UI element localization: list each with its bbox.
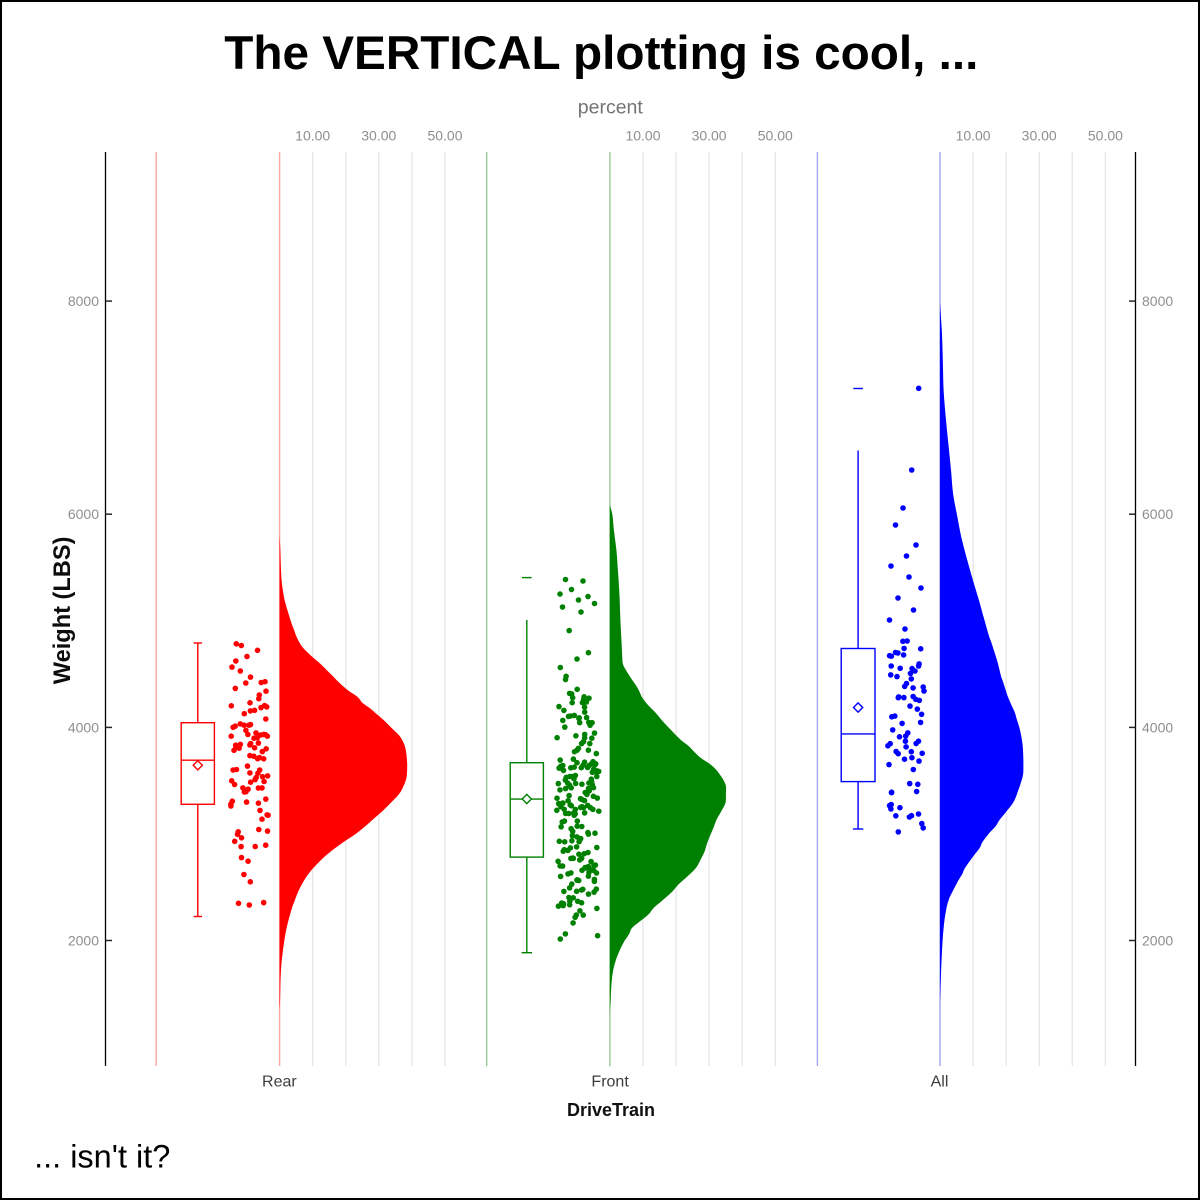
svg-text:30.00: 30.00	[1022, 128, 1057, 144]
svg-text:Weight (LBS): Weight (LBS)	[50, 537, 76, 685]
svg-text:8000: 8000	[1142, 293, 1173, 309]
svg-text:percent: percent	[578, 97, 644, 119]
svg-text:8000: 8000	[68, 293, 99, 309]
svg-text:6000: 6000	[68, 506, 99, 522]
svg-text:4000: 4000	[68, 719, 99, 735]
svg-text:... isn't it?: ... isn't it?	[34, 1138, 170, 1174]
svg-text:4000: 4000	[1142, 719, 1173, 735]
svg-text:The VERTICAL plotting is cool,: The VERTICAL plotting is cool, ...	[224, 27, 978, 80]
svg-text:Rear: Rear	[262, 1073, 297, 1090]
svg-text:6000: 6000	[1142, 506, 1173, 522]
svg-text:30.00: 30.00	[361, 128, 396, 144]
svg-text:All: All	[931, 1073, 949, 1090]
svg-text:2000: 2000	[68, 933, 99, 949]
svg-text:50.00: 50.00	[758, 128, 793, 144]
svg-text:10.00: 10.00	[625, 128, 660, 144]
svg-text:2000: 2000	[1142, 933, 1173, 949]
svg-text:50.00: 50.00	[427, 128, 462, 144]
svg-text:30.00: 30.00	[692, 128, 727, 144]
svg-text:50.00: 50.00	[1088, 128, 1123, 144]
svg-text:10.00: 10.00	[295, 128, 330, 144]
svg-text:Front: Front	[591, 1073, 629, 1090]
svg-text:DriveTrain: DriveTrain	[567, 1100, 655, 1120]
svg-text:10.00: 10.00	[956, 128, 991, 144]
